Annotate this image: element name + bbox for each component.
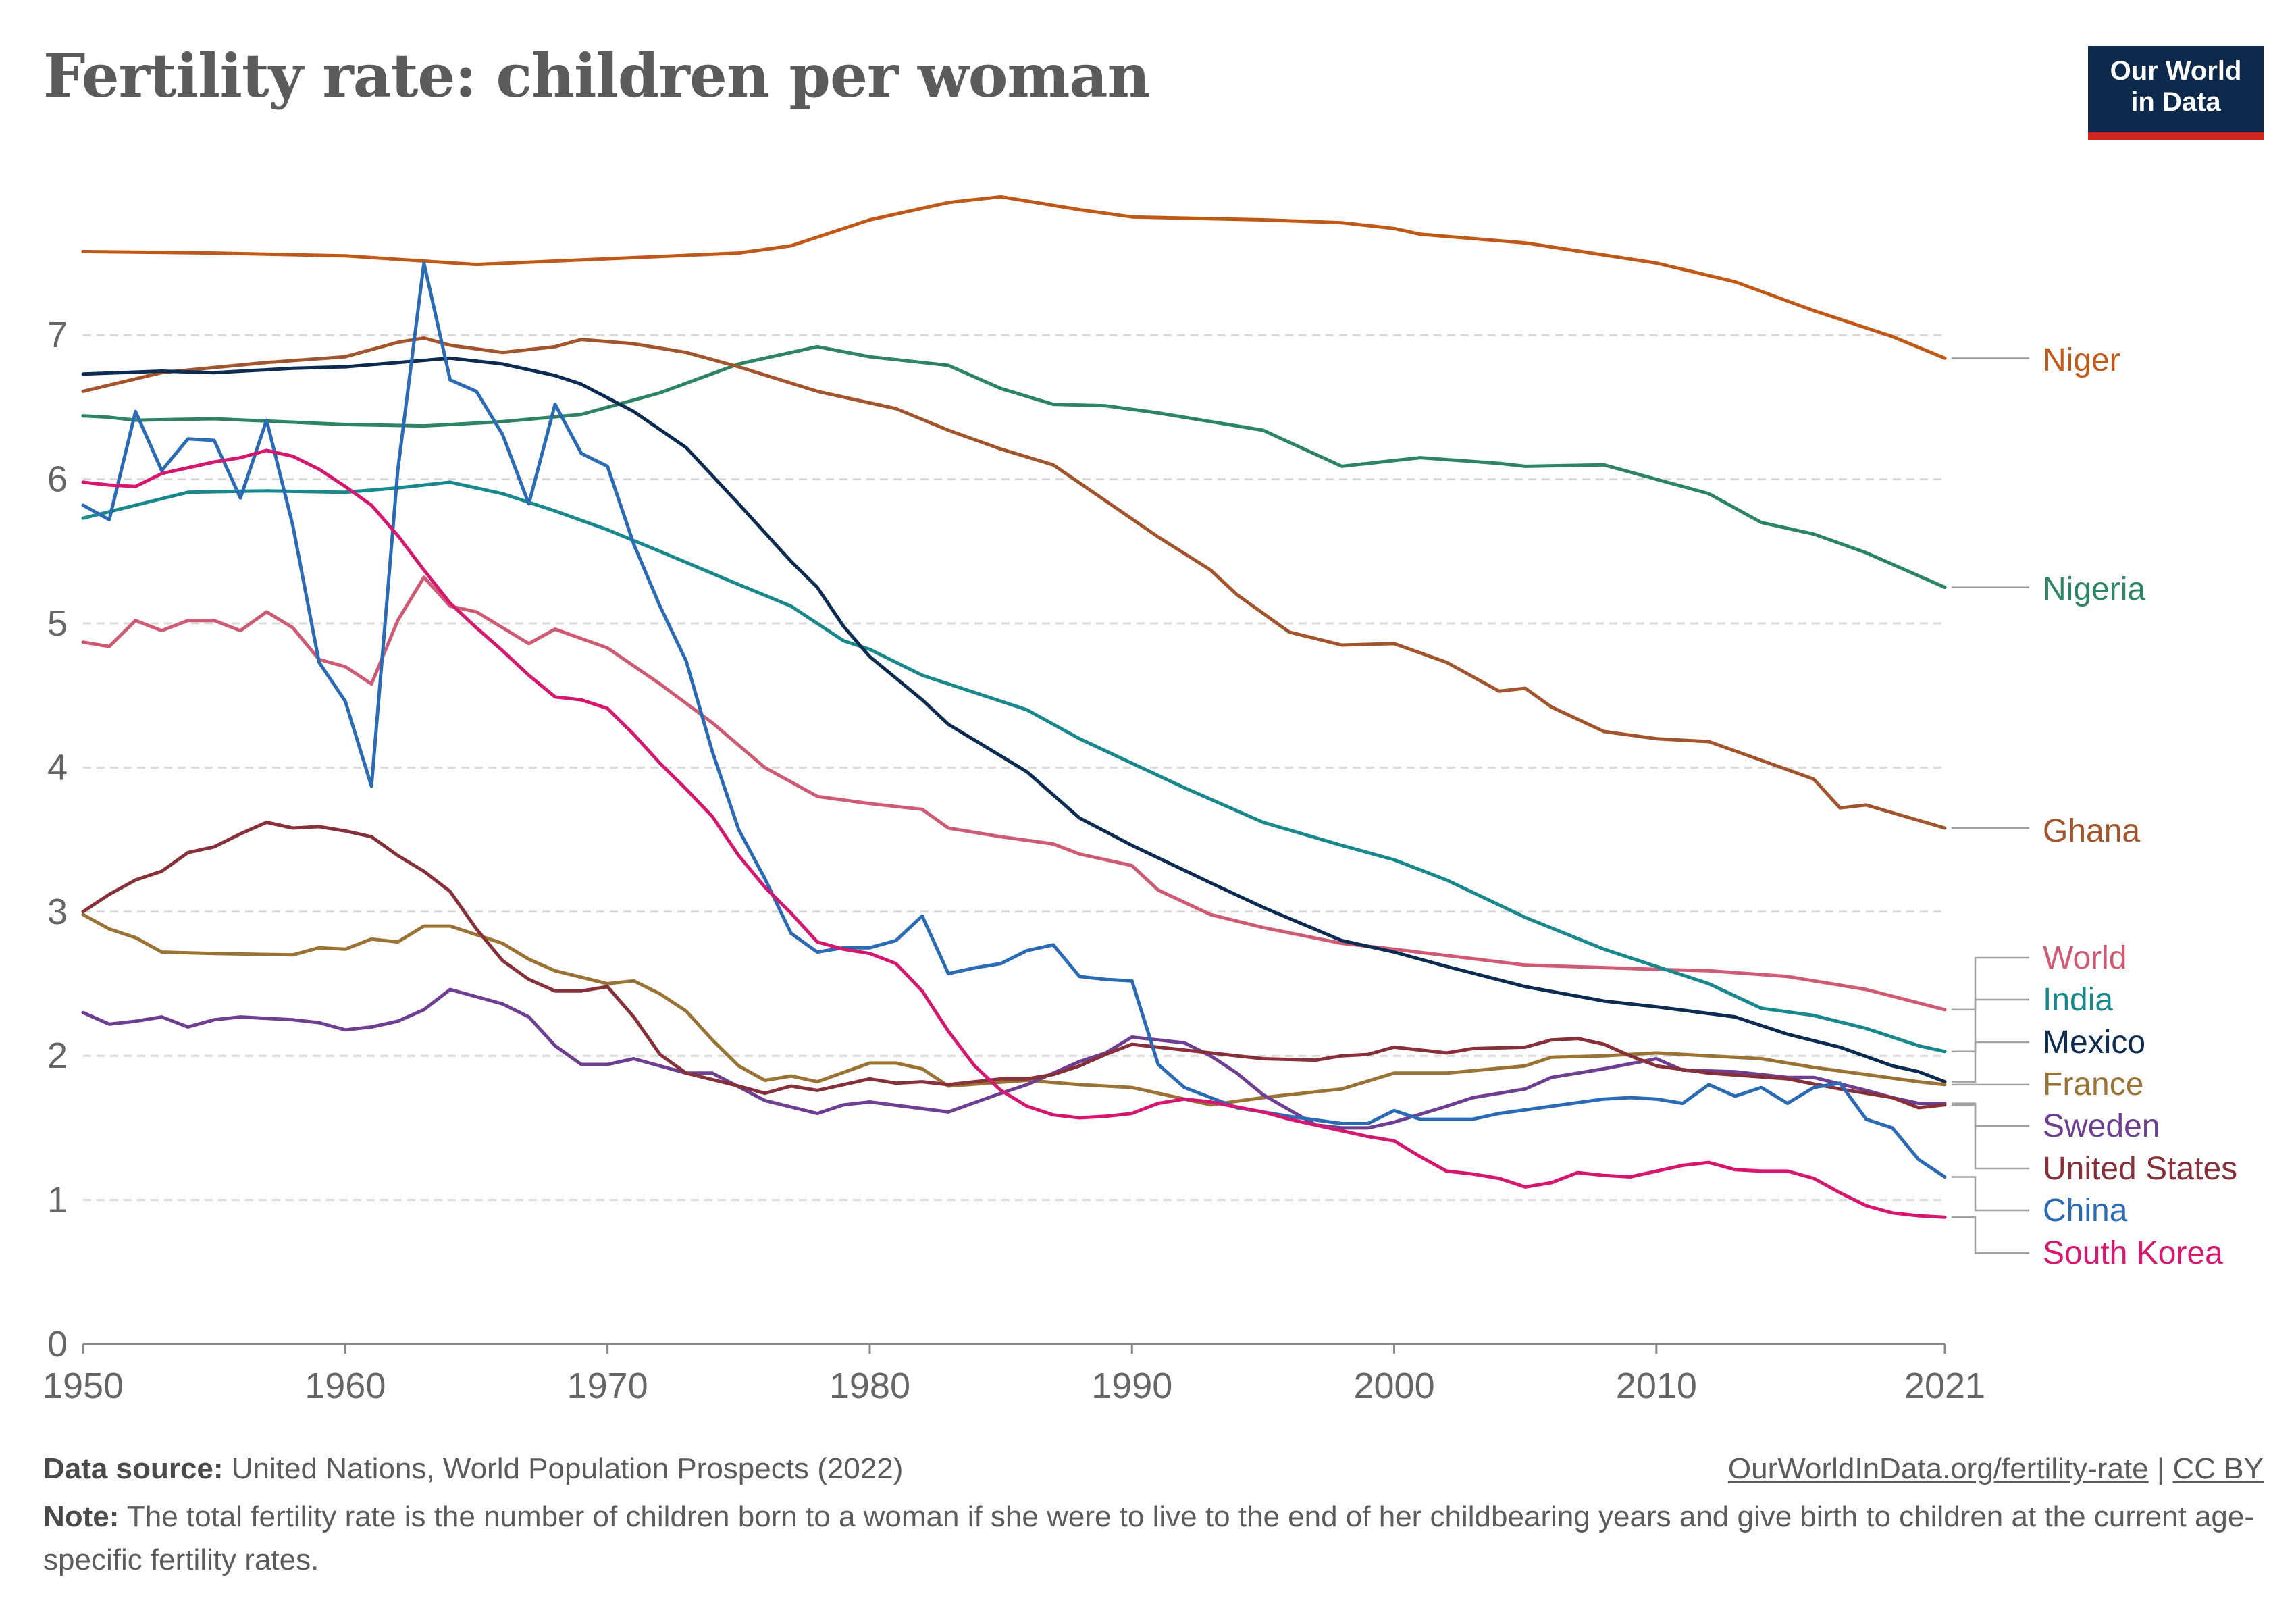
series-label-world: World bbox=[2043, 940, 2127, 976]
series-label-nigeria: Nigeria bbox=[2043, 571, 2145, 607]
y-tick-label-5: 5 bbox=[47, 603, 68, 644]
series-label-china: China bbox=[2043, 1193, 2128, 1229]
x-tick-label-2000: 2000 bbox=[1353, 1366, 1434, 1406]
series-label-ghana: Ghana bbox=[2043, 813, 2140, 849]
y-tick-label-3: 3 bbox=[47, 892, 68, 932]
fertility-rate-link[interactable]: OurWorldInData.org/fertility-rate bbox=[1727, 1452, 2149, 1485]
series-line-south-korea[interactable] bbox=[81, 448, 1947, 1219]
y-tick-label-2: 2 bbox=[47, 1035, 68, 1076]
leader-line-world bbox=[1952, 956, 2029, 1011]
series-line-france[interactable] bbox=[81, 912, 1947, 1107]
x-tick-label-1990: 1990 bbox=[1091, 1366, 1172, 1406]
leader-line-united-states bbox=[1952, 1104, 2029, 1170]
series-line-world[interactable] bbox=[81, 575, 1947, 1012]
x-tick-label-2010: 2010 bbox=[1616, 1366, 1697, 1406]
series-lines bbox=[81, 195, 1947, 1219]
x-tick-label-1980: 1980 bbox=[829, 1366, 910, 1406]
series-label-france: France bbox=[2043, 1066, 2143, 1102]
note-label: Note: bbox=[43, 1500, 120, 1533]
series-label-sweden: Sweden bbox=[2043, 1108, 2160, 1144]
leader-line-sweden bbox=[1952, 1102, 2029, 1127]
series-label-united-states: United States bbox=[2043, 1151, 2237, 1187]
logo-line-2: in Data bbox=[2131, 87, 2221, 117]
series-line-india[interactable] bbox=[81, 480, 1947, 1054]
y-axis-ticks: 0 1 2 3 4 5 6 7 bbox=[47, 315, 68, 1364]
series-line-mexico[interactable] bbox=[81, 356, 1947, 1084]
note-text: The total fertility rate is the number o… bbox=[43, 1500, 2255, 1576]
x-tick-label-1960: 1960 bbox=[305, 1366, 386, 1406]
line-chart: 0 1 2 3 4 5 6 7 1950 1960 1970 1980 1990 2000 2010 202… bbox=[43, 195, 2237, 1406]
logo-line-1: Our World bbox=[2110, 56, 2242, 86]
leader-line-mexico bbox=[1952, 1041, 2029, 1083]
series-labels: Niger Nigeria Ghana World India Mexico France S… bbox=[1952, 342, 2237, 1271]
series-line-ghana[interactable] bbox=[81, 336, 1947, 830]
series-line-nigeria[interactable] bbox=[81, 344, 1947, 590]
series-line-china[interactable] bbox=[81, 261, 1947, 1179]
leader-line-china bbox=[1952, 1176, 2029, 1212]
x-tick-label-2021: 2021 bbox=[1904, 1366, 1985, 1406]
license-link[interactable]: CC BY bbox=[2172, 1452, 2264, 1485]
series-label-india: India bbox=[2043, 982, 2113, 1018]
y-tick-label-4: 4 bbox=[47, 747, 68, 788]
x-tick-label-1970: 1970 bbox=[567, 1366, 648, 1406]
chart-note: Note: The total fertility rate is the nu… bbox=[43, 1495, 2258, 1582]
data-source-label: Data source: bbox=[43, 1452, 224, 1485]
y-tick-label-6: 6 bbox=[47, 459, 68, 500]
series-line-united-states[interactable] bbox=[81, 821, 1947, 1110]
data-source: Data source: United Nations, World Popul… bbox=[43, 1452, 903, 1486]
x-axis: 1950 1960 1970 1980 1990 2000 2010 2021 bbox=[43, 1343, 1985, 1406]
series-line-niger[interactable] bbox=[81, 195, 1947, 360]
owid-logo[interactable]: Our World in Data bbox=[2088, 46, 2264, 140]
credit: OurWorldInData.org/fertility-rate | CC B… bbox=[1728, 1452, 2264, 1486]
data-source-text: United Nations, World Population Prospec… bbox=[231, 1452, 904, 1485]
y-tick-label-7: 7 bbox=[47, 315, 68, 355]
y-tick-label-1: 1 bbox=[47, 1180, 68, 1220]
y-tick-label-0: 0 bbox=[47, 1324, 68, 1364]
credit-separator: | bbox=[2148, 1452, 2173, 1485]
series-label-south-korea: South Korea bbox=[2043, 1235, 2223, 1271]
gridlines bbox=[83, 334, 1945, 1202]
series-label-mexico: Mexico bbox=[2043, 1025, 2145, 1060]
leader-line-south-korea bbox=[1952, 1216, 2029, 1254]
chart-title: Fertility rate: children per woman bbox=[43, 41, 1151, 111]
x-tick-label-1950: 1950 bbox=[43, 1366, 124, 1406]
series-line-sweden[interactable] bbox=[81, 987, 1947, 1130]
leader-line-india bbox=[1952, 998, 2029, 1053]
series-label-niger: Niger bbox=[2043, 342, 2120, 378]
